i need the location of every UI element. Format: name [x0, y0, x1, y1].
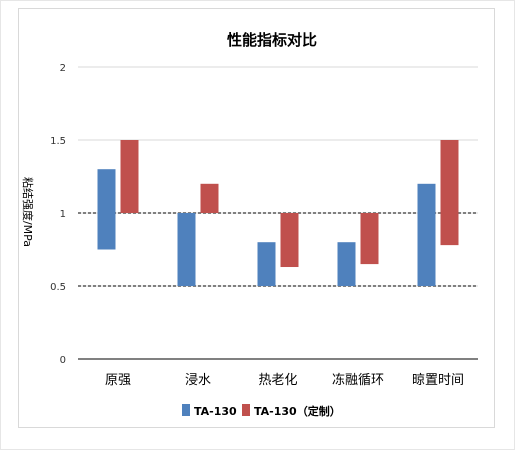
- bar-ta130: [257, 242, 276, 286]
- ticks-layer: 0 0.5 1 1.5 2 原强 浸水 热老化 冻融循环 晾置时间: [50, 63, 464, 388]
- x-tick-label: 浸水: [185, 373, 211, 388]
- bar-ta130: [177, 213, 196, 286]
- plot-outer-frame: [18, 8, 495, 428]
- y-axis-label: 粘结强度/MPa: [21, 177, 35, 247]
- x-tick-label: 热老化: [258, 373, 297, 388]
- bar-ta130-custom: [280, 213, 299, 268]
- bar-ta130-custom: [200, 183, 219, 213]
- bar-ta130-custom: [360, 213, 379, 265]
- legend-label: TA-130: [194, 405, 237, 418]
- y-tick-label: 1: [60, 209, 66, 220]
- bars-layer: [97, 140, 459, 286]
- bar-ta130: [417, 183, 436, 286]
- bar-ta130: [337, 242, 356, 286]
- y-tick-label: 0.5: [50, 282, 66, 293]
- x-tick-label: 原强: [105, 373, 131, 388]
- y-tick-label: 0: [60, 355, 66, 366]
- legend-swatch: [182, 404, 190, 416]
- legend: TA-130 TA-130（定制）: [182, 404, 341, 418]
- bar-ta130: [97, 169, 116, 250]
- x-tick-label: 冻融循环: [332, 372, 384, 388]
- x-tick-label: 晾置时间: [412, 372, 464, 388]
- legend-swatch: [242, 404, 250, 416]
- bar-ta130-custom: [440, 140, 459, 246]
- y-tick-label: 2: [60, 63, 66, 74]
- grid-layer: [78, 66, 478, 360]
- bar-ta130-custom: [120, 140, 139, 213]
- chart-title: 性能指标对比: [227, 31, 317, 49]
- legend-label: TA-130（定制）: [254, 404, 341, 418]
- y-tick-label: 1.5: [50, 136, 66, 147]
